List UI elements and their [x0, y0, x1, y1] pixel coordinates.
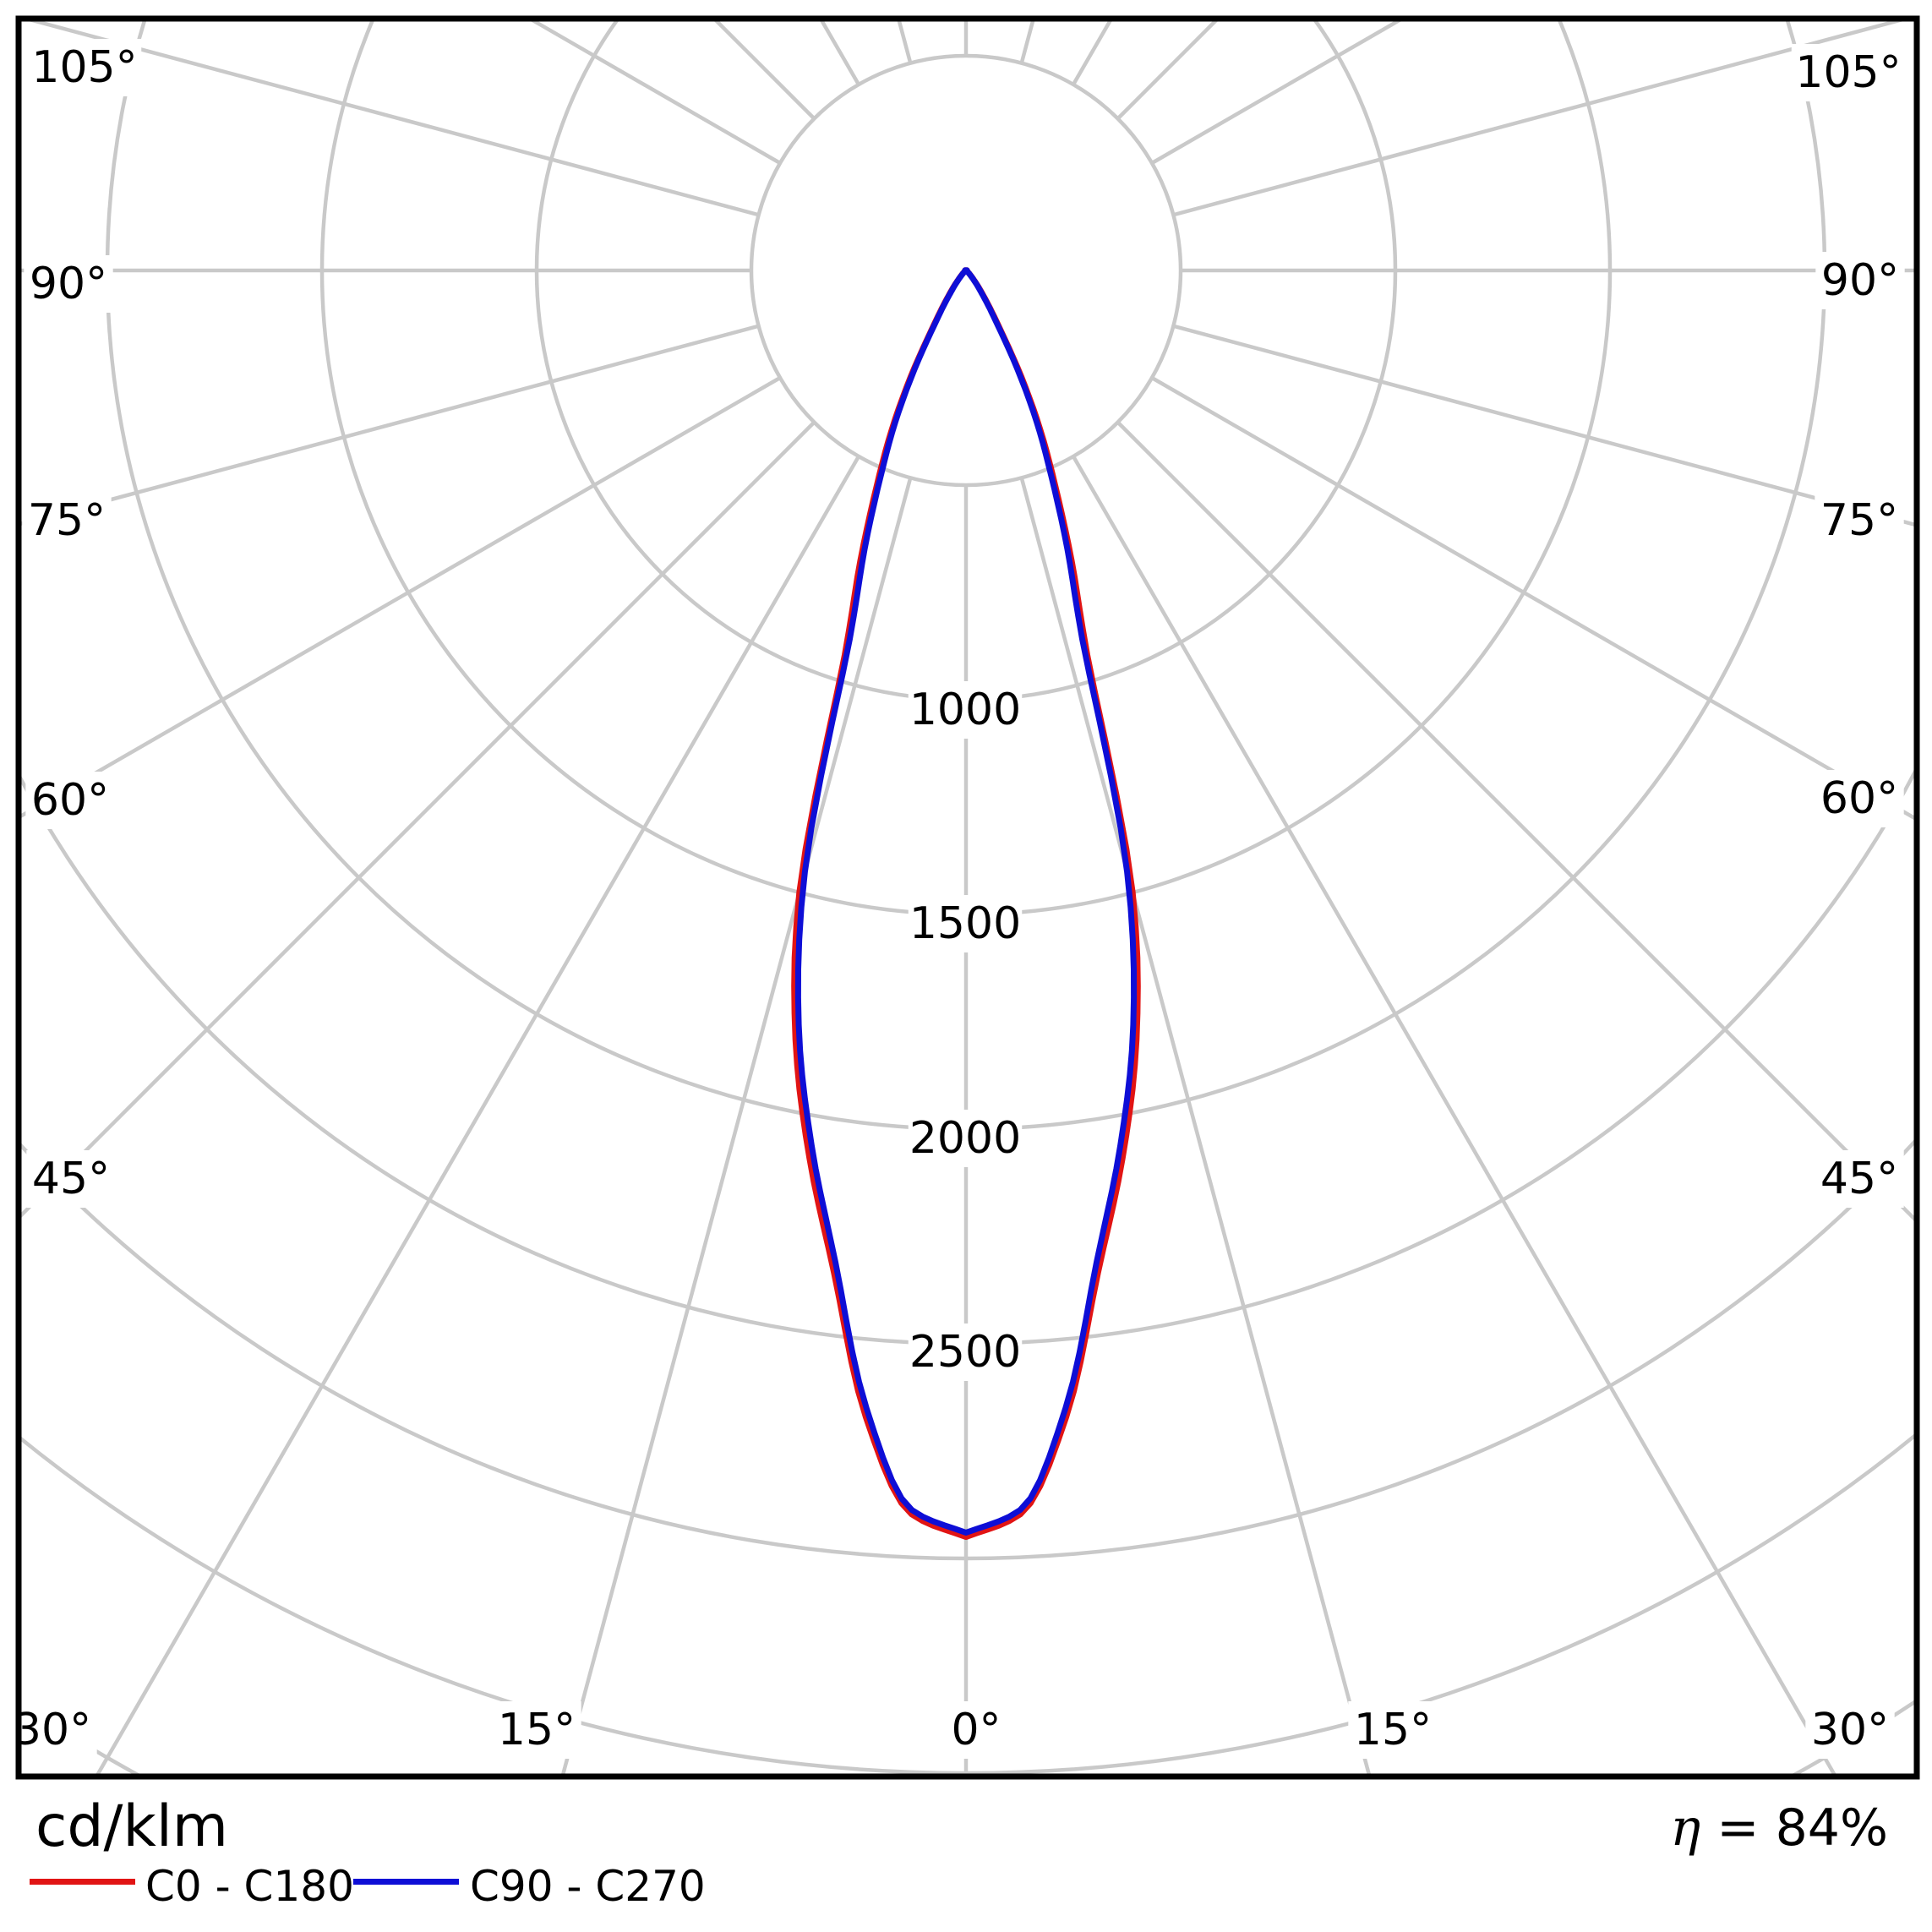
angle-label-10-30deg-bbox: [8, 1701, 97, 1759]
unit-label: cd/klm: [35, 1793, 228, 1860]
grid-ray-30: [1072, 455, 1838, 1776]
angle-label-1-90deg-bbox: [24, 255, 113, 313]
angle-label-6-90deg-text: 90°: [1821, 255, 1899, 306]
legend-swatch-c0-c180: [30, 1879, 135, 1885]
angle-label-14-30deg-text: 30°: [1811, 1705, 1889, 1755]
grid-ray-60: [1150, 376, 1917, 822]
angle-label-10-30deg: 30°: [8, 1701, 97, 1759]
angle-label-3-60deg-bbox: [25, 772, 115, 829]
angle-label-12-0deg-bbox: [943, 1701, 1009, 1759]
grid-ray-345: [560, 477, 913, 1776]
radial-label-1000-text: 1000: [909, 685, 1021, 735]
legend-swatch-c90-c270: [353, 1879, 459, 1885]
angle-label-9-45deg: 45°: [1815, 1150, 1904, 1208]
angle-label-11-15deg-text: 15°: [498, 1705, 576, 1755]
angle-label-14-30deg: 30°: [1805, 1701, 1895, 1759]
radial-label-1500-text: 1500: [909, 898, 1021, 949]
radial-label-2000-text: 2000: [909, 1113, 1021, 1164]
angle-label-7-75deg: 75°: [1815, 492, 1904, 549]
efficiency-value: = 84%: [1700, 1798, 1888, 1858]
angle-label-13-15deg: 15°: [1348, 1701, 1438, 1759]
angle-label-9-45deg-text: 45°: [1820, 1154, 1898, 1204]
angle-label-0-105deg-text: 105°: [31, 42, 137, 93]
angle-label-2-75deg-text: 75°: [28, 495, 106, 546]
angle-label-3-60deg: 60°: [25, 772, 115, 829]
angle-label-5-105deg-bbox: [1791, 44, 1906, 101]
angle-label-3-60deg-text: 60°: [31, 775, 109, 826]
radial-label-1000: 1000: [908, 681, 1023, 739]
legend-label-c90-c270: C90 - C270: [470, 1862, 706, 1911]
radial-label-1000-bbox: [908, 681, 1023, 739]
grid-ray-75: [1172, 324, 1917, 527]
radial-label-2500-bbox: [908, 1323, 1023, 1381]
grid-ray-105: [1172, 19, 1913, 217]
grid-ray-255: [19, 19, 760, 217]
angle-label-6-90deg: 90°: [1815, 252, 1905, 309]
angle-label-11-15deg-bbox: [492, 1701, 581, 1759]
angle-label-8-60deg-bbox: [1815, 770, 1904, 827]
angle-label-4-45deg-text: 45°: [32, 1154, 110, 1204]
angle-label-9-45deg-bbox: [1815, 1150, 1904, 1208]
angle-label-5-105deg-text: 105°: [1795, 47, 1901, 98]
angle-label-14-30deg-bbox: [1805, 1701, 1895, 1759]
plot-frame: [15, 15, 1920, 1780]
angle-label-8-60deg-text: 60°: [1820, 773, 1898, 824]
angle-label-0-105deg: 105°: [27, 39, 142, 96]
angle-label-7-75deg-text: 75°: [1820, 495, 1898, 546]
angle-label-13-15deg-bbox: [1348, 1701, 1438, 1759]
radial-label-2000: 2000: [908, 1110, 1023, 1167]
grid-ray-15: [1019, 477, 1372, 1776]
legend-label-c0-c180: C0 - C180: [145, 1862, 354, 1911]
grid-ray-285: [19, 324, 760, 527]
angle-label-10-30deg-text: 30°: [14, 1705, 91, 1755]
curve-c90-c270: [794, 267, 1138, 1536]
radial-label-2000-bbox: [908, 1110, 1023, 1167]
angle-label-6-90deg-bbox: [1815, 252, 1905, 309]
angle-label-2-75deg: 75°: [22, 492, 112, 549]
angle-label-13-15deg-text: 15°: [1354, 1705, 1432, 1755]
angle-label-0-105deg-bbox: [27, 39, 142, 96]
radial-label-1500: 1500: [908, 895, 1023, 952]
angle-label-2-75deg-bbox: [22, 492, 112, 549]
eta-symbol: η: [1670, 1798, 1701, 1858]
radial-label-2500-text: 2500: [909, 1327, 1021, 1378]
angle-label-1-90deg: 90°: [24, 255, 113, 313]
angle-label-4-45deg-bbox: [26, 1150, 116, 1208]
radial-label-2500: 2500: [908, 1323, 1023, 1381]
angle-label-12-0deg: 0°: [943, 1701, 1009, 1759]
angle-label-11-15deg: 15°: [492, 1701, 581, 1759]
angle-label-12-0deg-text: 0°: [951, 1705, 1001, 1755]
radial-label-1500-bbox: [908, 895, 1023, 952]
grid-ray-330: [94, 455, 860, 1776]
angle-label-8-60deg: 60°: [1815, 770, 1904, 827]
angle-label-4-45deg: 45°: [26, 1150, 116, 1208]
angle-label-7-75deg-bbox: [1815, 492, 1904, 549]
angle-label-1-90deg-text: 90°: [30, 259, 107, 309]
grid-ray-300: [19, 376, 782, 820]
angle-label-5-105deg: 105°: [1791, 44, 1906, 101]
efficiency-label: η = 84%: [1670, 1803, 1888, 1853]
